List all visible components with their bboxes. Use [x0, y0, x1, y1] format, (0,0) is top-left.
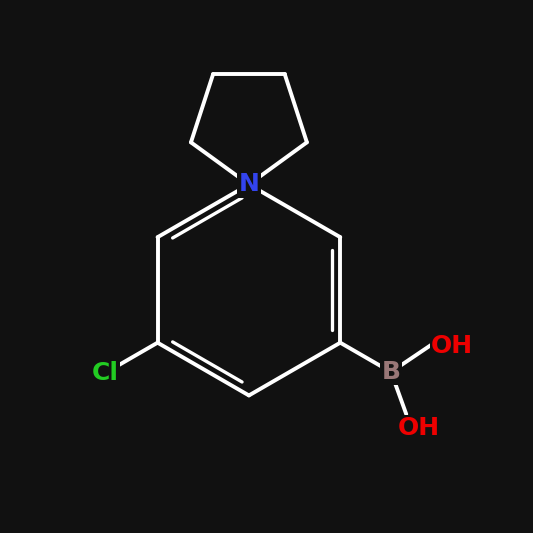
Text: B: B [382, 360, 400, 384]
Text: OH: OH [398, 416, 440, 440]
Text: OH: OH [431, 334, 473, 358]
Text: N: N [238, 173, 260, 197]
Text: Cl: Cl [91, 361, 118, 385]
